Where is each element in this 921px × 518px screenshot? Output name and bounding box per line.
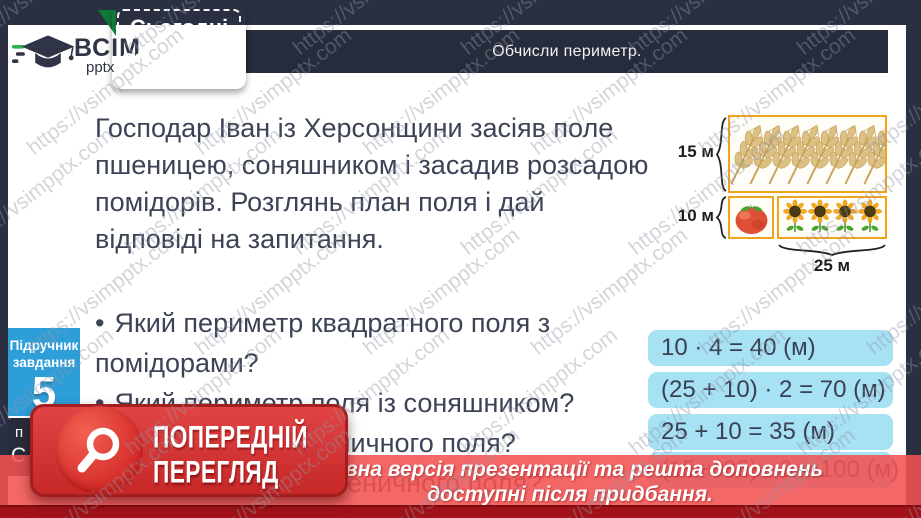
logo-subtext: pptx (86, 59, 115, 76)
sunflower-field-box (777, 196, 887, 239)
sunflower-icon (808, 199, 832, 237)
magnifier-icon (77, 427, 120, 473)
question-item: • Який периметр квадратного поля з помідо… (95, 303, 660, 383)
sunflower-icon (833, 199, 857, 237)
preview-badge-line1: ПОПЕРЕДНІЙ (153, 419, 308, 455)
answer-box: 25 + 10 = 35 (м) (648, 414, 893, 450)
tomato-field-box (728, 196, 774, 239)
logo-text: ВСІМ (74, 34, 141, 62)
purchase-banner-line2: доступні після придбання. (427, 483, 713, 506)
date-badge-dashed-border (117, 9, 241, 84)
wheat-height-label: 15 м (677, 142, 714, 161)
bottom-red-strip (0, 505, 921, 518)
purchase-banner-line1: Повна версія презентації та решта доповн… (317, 458, 823, 481)
date-badge: Сьогодні 23.10.2021 (112, 4, 246, 89)
textbook-task-badge: Підручник завдання 5 (8, 328, 80, 416)
bottom-brace-25 (778, 244, 886, 256)
slide-title-bar: Обчисли периметр. (246, 30, 888, 73)
bottom-height-label: 10 м (677, 206, 714, 225)
bullet: • (95, 308, 105, 338)
left-brace-10 (715, 196, 727, 239)
task-intro-text: Господар Іван із Херсонщини засіяв поле … (95, 113, 649, 254)
fragment-letter: п (15, 424, 24, 441)
textbook-label: Підручник (9, 338, 79, 353)
date-badge-date: 23.10.2021 (121, 48, 237, 74)
date-badge-today-label: Сьогодні (129, 15, 229, 40)
task-label: завдання (12, 355, 76, 370)
vsim-pptx-logo: ВСІМ pptx (10, 30, 240, 85)
sunflower-icon (858, 199, 882, 237)
wheat-field-box (728, 115, 887, 193)
sunflower-width-label: 25 м (813, 256, 851, 275)
preview-badge-line2: ПЕРЕГЛЯД (153, 454, 279, 490)
sunflower-icon (783, 199, 807, 237)
tomato-icon (735, 202, 767, 234)
purchase-banner-text: Повна версія презентації та решта доповн… (250, 457, 890, 507)
preview-badge: ПОПЕРЕДНІЙ ПЕРЕГЛЯД (30, 404, 348, 497)
magnifier-circle (55, 406, 143, 494)
left-brace-15 (715, 117, 727, 192)
answer-box: 10 · 4 = 40 (м) (648, 330, 893, 366)
answer-box: (25 + 10) · 2 = 70 (м) (648, 372, 893, 408)
preview-badge-text: ПОПЕРЕДНІЙ ПЕРЕГЛЯД (153, 419, 308, 490)
question-text: Який периметр квадратного поля з помідор… (95, 308, 551, 378)
slide-title: Обчисли периметр. (492, 42, 642, 60)
bullet: • (95, 388, 105, 418)
graduation-cap-icon (12, 35, 75, 68)
badge-ribbon-fold (98, 10, 116, 36)
